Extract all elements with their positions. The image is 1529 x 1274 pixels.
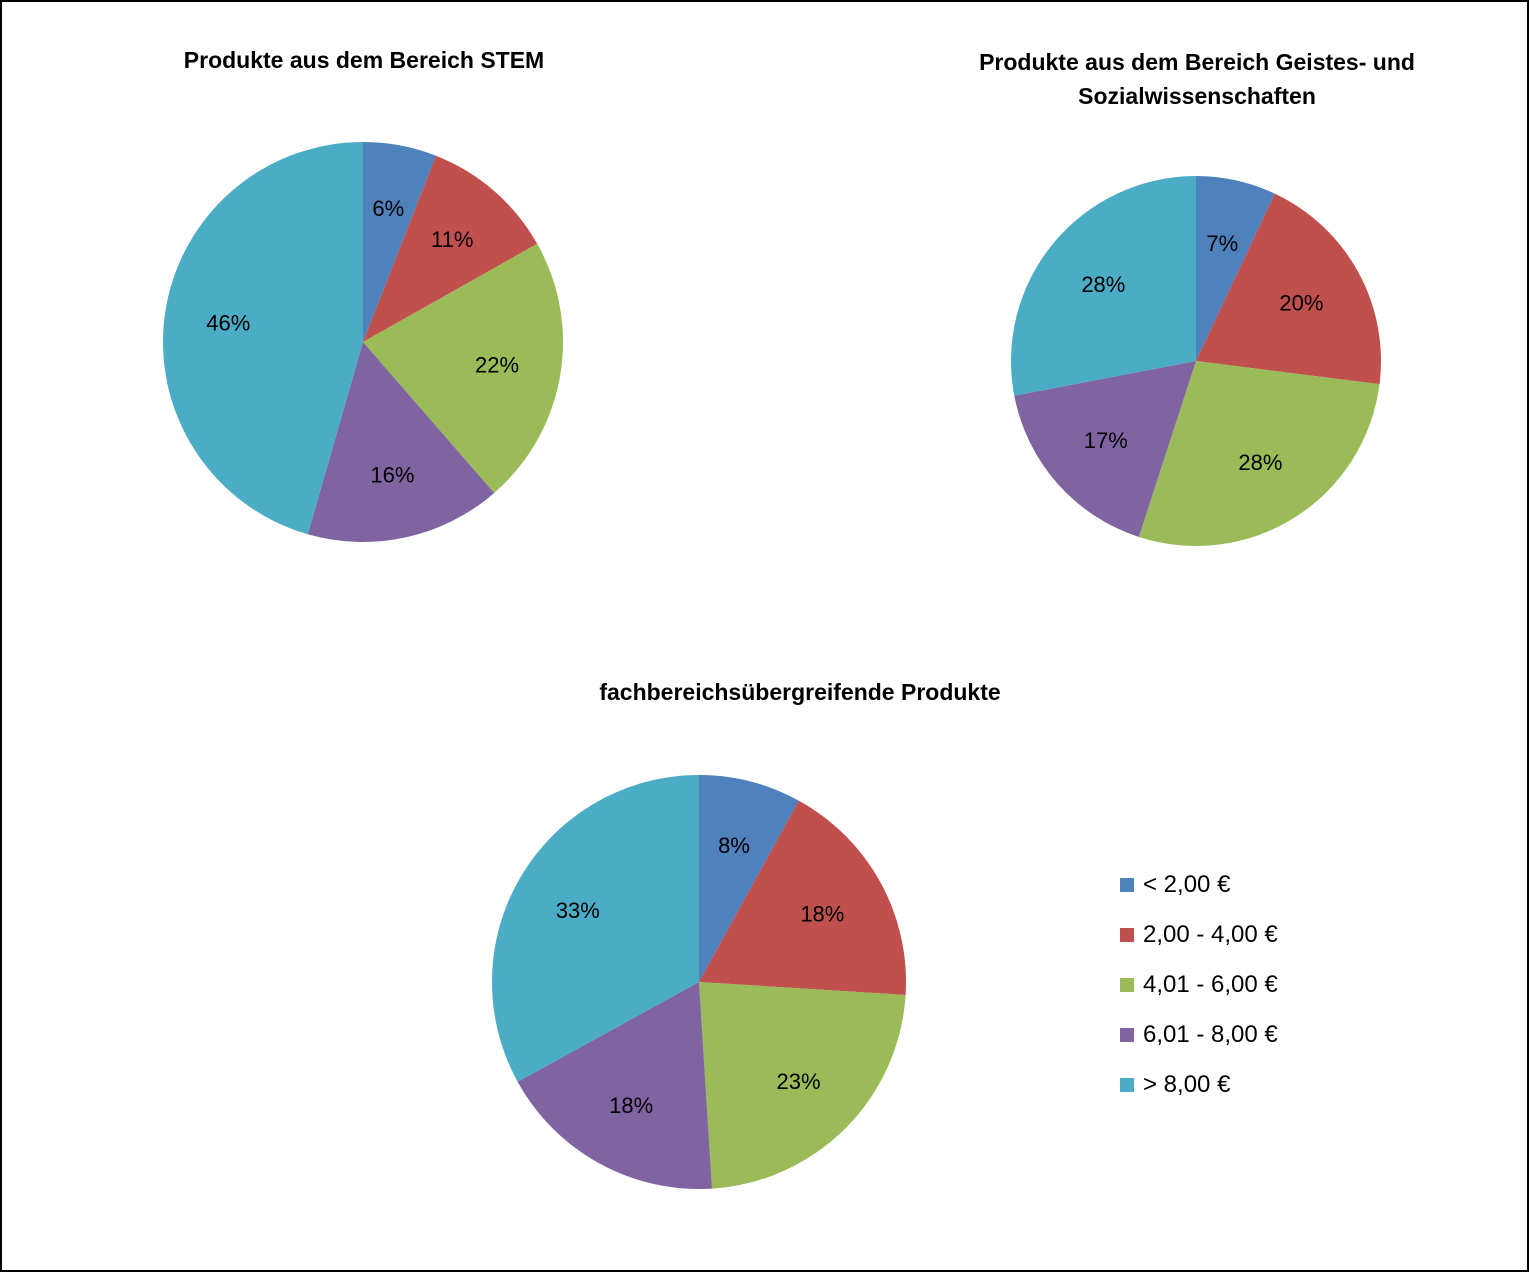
chart-title-geistes: Produkte aus dem Bereich Geistes- und So… [979,49,1415,109]
legend-swatch [1120,1078,1134,1092]
legend-item: 4,01 - 6,00 € [1120,960,1278,1010]
pie-chart-0: 6% 11% 22% 16% 46% [163,142,563,542]
pie-slice [699,800,906,995]
legend-item: 6,01 - 8,00 € [1120,1010,1278,1060]
chart-title-stem: Produkte aus dem Bereich STEM [183,47,545,73]
pie-slice [163,142,363,535]
legend-swatch [1120,928,1134,942]
legend-swatch [1120,878,1134,892]
pie-slice-label: 16% [370,462,414,487]
legend-swatch [1120,1028,1134,1042]
pie-slice [307,342,495,542]
pie-slice [363,243,563,493]
pie-slice [492,775,699,1082]
legend-swatch [1120,978,1134,992]
legend-label: 4,01 - 6,00 € [1143,971,1278,998]
pie-slice-label: 18% [800,902,844,927]
pie-chart-1: 7% 20% 28% 17% 28% [1010,176,1381,546]
pie-slice-label: 11% [431,227,473,252]
legend-label: > 8,00 € [1143,1071,1231,1098]
pie-slice [1138,361,1380,546]
pie-slice [1014,361,1196,537]
pie-chart-2: 8% 18% 23% 18% 33% [492,775,906,1189]
pie-slice [363,155,538,342]
chart-title-fachbereich: fachbereichsübergreifende Produkte [599,679,1001,705]
pie-slice [1196,176,1275,361]
pie-slice [517,982,712,1189]
pie-slice-label: 7% [1206,231,1238,256]
pie-slice-label: 22% [475,353,519,378]
pie-slice [363,142,436,342]
pie-slice [1010,176,1196,396]
pie-slice-label: 46% [206,311,250,336]
pie-slice-label: 28% [1081,272,1125,297]
pie-slice-label: 23% [777,1069,821,1094]
legend-item: 2,00 - 4,00 € [1120,910,1278,960]
pie-slice-label: 33% [556,898,600,923]
pie-slice-label: 20% [1279,291,1323,316]
legend-label: 2,00 - 4,00 € [1143,921,1278,948]
pie-slice [699,775,799,982]
legend-label: 6,01 - 8,00 € [1143,1021,1278,1048]
pie-slice [1196,193,1381,385]
pie-slice-label: 8% [718,833,750,858]
pie-slice-label: 6% [372,196,404,221]
pie-slice-label: 18% [609,1093,653,1118]
legend-item: < 2,00 € [1120,860,1278,910]
legend: < 2,00 € 2,00 - 4,00 € 4,01 - 6,00 € 6,0… [1120,860,1278,1110]
pie-slice-label: 17% [1084,428,1128,453]
pie-slice [699,982,906,1189]
pie-slice-label: 28% [1238,450,1282,475]
legend-item: > 8,00 € [1120,1060,1278,1110]
legend-label: < 2,00 € [1143,871,1231,898]
